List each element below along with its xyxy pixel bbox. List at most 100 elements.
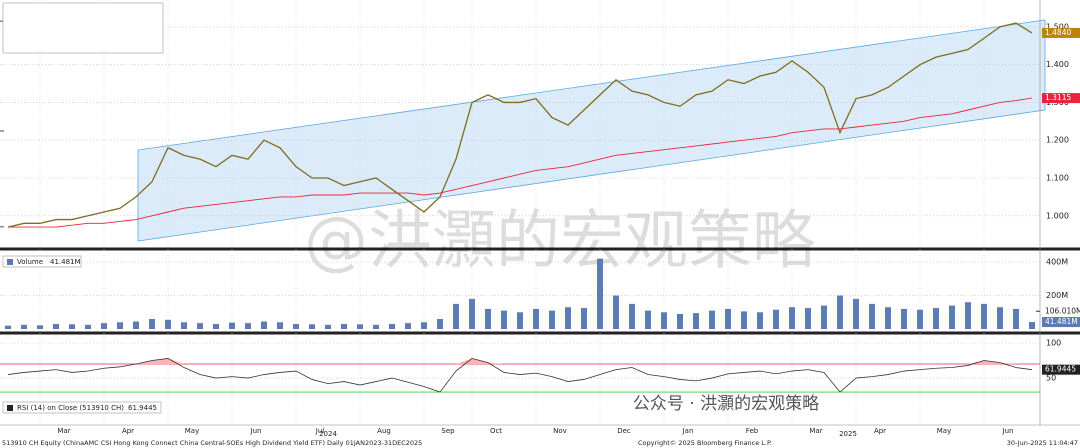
volume-bar — [933, 308, 939, 329]
legend-swatch — [7, 405, 13, 411]
volume-bar — [997, 307, 1003, 329]
rsi-overbought-fill — [456, 358, 472, 365]
volume-bar — [485, 308, 491, 329]
volume-bar — [629, 303, 635, 329]
volume-bar — [725, 308, 731, 329]
x-tick-label: May — [937, 427, 951, 435]
last-value-tag: 1.4840 — [1045, 28, 1071, 37]
volume-last-tag: 41.481M — [1045, 317, 1078, 326]
x-tick-label: Sep — [441, 427, 455, 435]
y-tick-label: 100 — [1046, 339, 1061, 348]
y-tick-label: 50 — [1046, 374, 1056, 383]
rsi-last-tag-bg — [1042, 364, 1080, 375]
volume-bar — [437, 318, 443, 329]
volume-bar — [565, 307, 571, 329]
x-tick-label: May — [185, 427, 199, 435]
volume-bar — [133, 321, 139, 329]
volume-bar — [837, 295, 843, 329]
x-tick-label: Jun — [250, 427, 262, 435]
y-tick-label: 1.200 — [1046, 136, 1069, 145]
volume-bar — [421, 322, 427, 329]
footer-left: 513910 CH Equity (ChinaAMC CSI Hong Kong… — [2, 439, 422, 447]
legend-swatch — [7, 259, 13, 265]
volume-bar — [117, 322, 123, 329]
volume-bar — [965, 302, 971, 329]
footer-center: Copyright© 2025 Bloomberg Finance L.P. — [638, 439, 772, 447]
y-tick-label: 400M — [1046, 258, 1068, 267]
volume-bar — [581, 308, 587, 329]
legend-label: Volume — [17, 258, 43, 266]
volume-bar — [597, 258, 603, 329]
volume-bar — [821, 305, 827, 329]
volume-bar — [5, 325, 11, 329]
x-tick-label: Aug — [377, 427, 391, 435]
volume-bar — [853, 298, 859, 329]
volume-bar — [165, 319, 171, 329]
volume-bar — [309, 324, 315, 329]
volume-bar — [885, 307, 891, 329]
volume-bar — [501, 310, 507, 329]
volume-bar — [357, 324, 363, 329]
x-tick-label: Jun — [1002, 427, 1014, 435]
rsi-overbought-fill — [488, 362, 504, 365]
x-tick-label: Mar — [809, 427, 822, 435]
volume-bar — [101, 323, 107, 329]
last-value-tag-bg — [1042, 93, 1080, 104]
legend-label: RSI (14) on Close (513910 CH) — [17, 404, 124, 412]
footer-right: 30-Jun-2025 11:04:47 — [1007, 439, 1078, 447]
volume-bar — [773, 309, 779, 329]
volume-bar — [613, 295, 619, 329]
last-value-tag: 1.3115 — [1045, 93, 1071, 102]
volume-bar — [373, 324, 379, 329]
volume-bar — [709, 310, 715, 329]
volume-bar — [405, 323, 411, 329]
series-line — [7, 22, 1033, 228]
legend-value: 41.481M — [50, 258, 81, 266]
x-tick-label: Oct — [490, 427, 502, 435]
volume-bar — [325, 324, 331, 329]
volume-bar — [533, 308, 539, 329]
badge: 公众号 · 洪灝的宏观策略 — [633, 394, 819, 414]
volume-bar — [693, 313, 699, 329]
volume-bar — [229, 322, 235, 329]
rsi-last-tag: 61.9445 — [1045, 365, 1076, 374]
x-tick-label: Apr — [874, 427, 886, 435]
legend-box — [2, 2, 164, 54]
last-value-tag-bg — [1042, 27, 1080, 38]
volume-bar — [677, 313, 683, 329]
y-tick-label: 1.400 — [1046, 60, 1069, 69]
volume-bar — [277, 322, 283, 329]
volume-bar — [1029, 322, 1035, 329]
volume-bar — [341, 323, 347, 329]
volume-bar — [149, 318, 155, 329]
volume-bar — [949, 305, 955, 329]
volume-bar — [197, 323, 203, 329]
volume-bar — [757, 312, 763, 329]
volume-bar — [69, 324, 75, 329]
volume-bar — [645, 310, 651, 329]
volume-bar — [1013, 308, 1019, 329]
volume-bar — [469, 298, 475, 329]
watermark: @洪灝的宏观策略 — [304, 205, 816, 279]
volume-bar — [85, 324, 91, 329]
volume-bar — [741, 311, 747, 329]
volume-bar — [389, 323, 395, 329]
volume-bar — [869, 303, 875, 329]
rsi-overbought-fill — [152, 358, 168, 365]
volume-avg-tag-bg — [1042, 306, 1080, 317]
volume-bar — [453, 303, 459, 329]
series-line — [7, 357, 1033, 393]
x-tick-label: Jul — [315, 427, 325, 435]
year-label: 2024 — [319, 430, 337, 438]
volume-bar — [661, 312, 667, 329]
volume-bar — [261, 321, 267, 329]
x-tick-label: Mar — [57, 427, 70, 435]
volume-bar — [981, 303, 987, 329]
legend-box — [2, 401, 162, 414]
volume-bar — [549, 310, 555, 329]
volume-bar — [53, 323, 59, 329]
trend-channel — [137, 19, 1046, 242]
legend-value: 61.9445 — [128, 404, 157, 412]
y-tick-label: 1.500 — [1046, 22, 1069, 31]
volume-bar — [917, 309, 923, 329]
